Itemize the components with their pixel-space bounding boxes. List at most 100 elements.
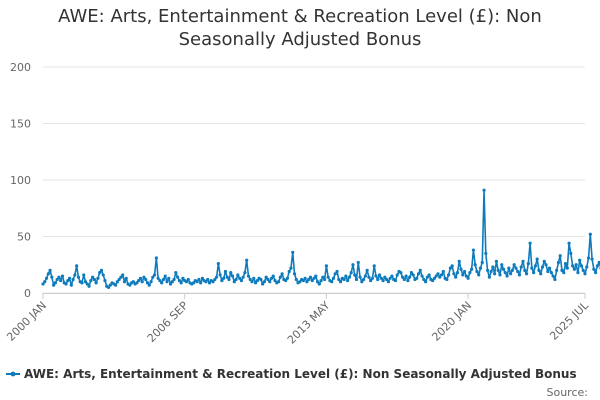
data-point[interactable] [555,268,559,272]
data-point[interactable] [85,282,89,286]
data-point[interactable] [181,276,185,280]
data-point[interactable] [595,264,600,268]
data-point[interactable] [354,277,359,282]
data-point[interactable] [280,272,284,276]
data-point[interactable] [361,277,366,282]
data-point[interactable] [505,274,509,278]
data-point[interactable] [87,284,91,288]
data-point[interactable] [284,278,288,283]
data-point[interactable] [523,268,527,272]
data-point[interactable] [563,262,568,266]
data-point[interactable] [494,259,499,263]
data-point[interactable] [43,280,47,284]
data-point[interactable] [546,269,550,274]
data-point[interactable] [560,268,564,272]
data-point[interactable] [369,278,373,283]
data-point[interactable] [312,276,316,280]
data-point[interactable] [223,269,228,274]
data-point[interactable] [542,259,546,263]
data-point[interactable] [71,277,75,282]
data-point[interactable] [115,280,119,284]
data-point[interactable] [517,273,522,277]
data-point[interactable] [588,232,592,236]
data-point[interactable] [519,265,523,269]
data-point[interactable] [53,281,58,285]
data-point[interactable] [271,274,275,278]
data-point[interactable] [167,276,171,280]
data-point[interactable] [89,278,93,283]
data-point[interactable] [321,275,325,279]
data-point[interactable] [170,280,174,284]
data-point[interactable] [498,273,502,277]
data-point[interactable] [73,273,77,277]
data-point[interactable] [455,271,460,275]
data-point[interactable] [294,277,298,282]
data-point[interactable] [346,278,350,283]
data-point[interactable] [556,260,561,265]
data-point[interactable] [227,277,231,282]
data-point[interactable] [516,269,520,274]
data-point[interactable] [80,281,84,285]
data-point[interactable] [46,272,50,276]
data-point[interactable] [399,271,403,275]
data-point[interactable] [225,275,229,279]
data-point[interactable] [338,280,343,284]
data-point[interactable] [503,271,507,275]
data-point[interactable] [168,282,173,286]
data-point[interactable] [333,272,337,276]
data-point[interactable] [390,274,394,278]
data-point[interactable] [578,258,582,262]
data-point[interactable] [66,278,70,283]
data-point[interactable] [234,277,238,282]
data-point[interactable] [124,276,128,280]
data-point[interactable] [262,280,267,284]
data-point[interactable] [395,273,399,277]
data-point[interactable] [121,273,125,277]
data-point[interactable] [351,263,355,267]
data-point[interactable] [264,275,268,279]
data-point[interactable] [567,241,571,245]
data-point[interactable] [549,271,553,275]
data-point[interactable] [239,278,243,283]
data-point[interactable] [55,277,59,282]
data-point[interactable] [197,277,201,282]
data-point[interactable] [59,278,63,283]
data-point[interactable] [319,278,323,283]
data-point[interactable] [238,276,242,280]
data-point[interactable] [530,266,534,270]
data-point[interactable] [400,275,405,279]
data-point[interactable] [200,276,205,280]
data-point[interactable] [331,276,336,280]
data-point[interactable] [250,280,254,284]
data-point[interactable] [145,281,150,285]
data-point[interactable] [478,266,483,270]
data-point[interactable] [142,275,146,279]
data-point[interactable] [122,280,127,284]
data-point[interactable] [48,268,52,272]
data-point[interactable] [461,273,465,277]
data-point[interactable] [457,259,461,263]
data-point[interactable] [248,277,252,282]
data-point[interactable] [214,275,219,279]
data-point[interactable] [98,271,102,275]
data-point[interactable] [360,280,364,284]
data-point[interactable] [291,250,295,254]
data-point[interactable] [158,278,162,283]
data-point[interactable] [377,273,382,277]
data-point[interactable] [317,282,321,286]
data-point[interactable] [137,278,141,283]
data-point[interactable] [114,283,118,287]
data-point[interactable] [372,264,376,268]
data-point[interactable] [184,280,189,284]
data-point[interactable] [454,275,458,279]
data-point[interactable] [482,188,486,192]
data-point[interactable] [305,280,309,284]
data-point[interactable] [117,277,121,282]
data-point[interactable] [349,271,353,275]
data-point[interactable] [57,275,61,279]
data-point[interactable] [537,268,541,272]
data-point[interactable] [551,274,555,278]
data-point[interactable] [52,283,56,287]
data-point[interactable] [583,272,587,276]
data-point[interactable] [246,274,251,278]
